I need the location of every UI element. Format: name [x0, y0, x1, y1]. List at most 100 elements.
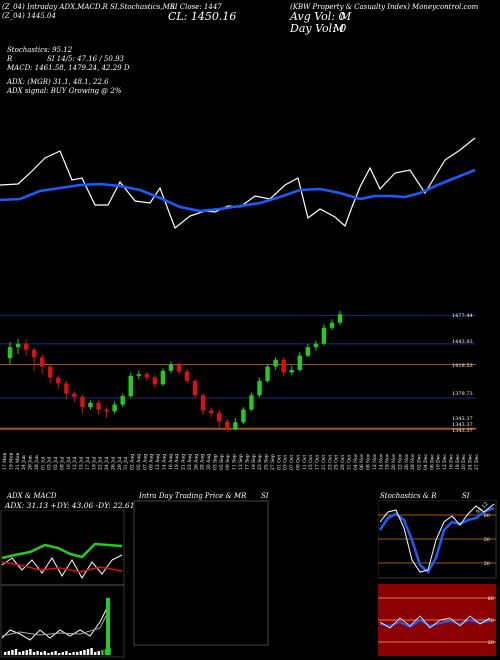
adx-panel-border: [0, 510, 125, 658]
date-label: 23 Sep: [257, 454, 263, 470]
macd-histogram-bar: [90, 648, 93, 655]
macd-histogram-bar: [14, 649, 18, 655]
date-label: 02 Aug: [130, 454, 136, 470]
date-label: 20 Dec: [461, 454, 467, 470]
candle-body: [217, 413, 222, 422]
candle-body: [281, 359, 286, 373]
date-label: 01 Oct: [276, 455, 282, 470]
macd-histogram-bar: [11, 650, 14, 655]
date-label: 04 Nov: [353, 453, 359, 470]
date-label: 16 Dec: [448, 454, 454, 470]
header-day-vol-unit: M: [333, 22, 345, 35]
macd-histogram-bar: [40, 652, 43, 655]
header-left-line1: (Z_04) Intraday ADX,MACD,R: [2, 3, 108, 11]
stoch-rsi-panel: 80 50 20 95.12 80 50 20: [378, 500, 497, 656]
candle-body: [104, 409, 109, 412]
intraday-panel-title: Intra Day Trading Price & MR: [139, 492, 247, 500]
ema-line: [0, 168, 476, 213]
candle-body: [184, 371, 190, 381]
price-level-label: 1443.93: [452, 339, 473, 345]
date-label: 17 Mon: [2, 453, 8, 470]
candle-body: [128, 375, 133, 397]
price-level-label: 1419.53: [452, 363, 473, 369]
candle-body: [72, 393, 77, 397]
candle-body: [241, 409, 246, 423]
candle-body: [329, 322, 335, 328]
candle-body: [56, 377, 61, 384]
date-label: 18 Dec: [455, 454, 461, 470]
rsi-level-80: 80: [488, 596, 494, 602]
macd-histogram-bar: [4, 652, 7, 655]
date-label: 03 Jul: [47, 456, 53, 470]
date-label: 31 Oct: [346, 455, 352, 470]
price-level-label: 1343.37: [452, 416, 473, 422]
header-company: (KBW Property & Casualty Index) Moneycon…: [290, 3, 479, 11]
macd-histogram-bar: [36, 651, 39, 655]
date-label: 19 Aug: [174, 454, 180, 470]
intraday-panel: [133, 500, 269, 646]
date-label: 20 Nov: [391, 453, 397, 470]
date-label: 10 Dec: [436, 454, 442, 470]
date-label: 02 Dec: [417, 454, 423, 470]
date-label: 09 Aug: [149, 454, 155, 470]
date-label: 05 Jul: [53, 456, 59, 470]
date-label: 01 Jul: [40, 456, 46, 470]
candle-body: [39, 357, 45, 367]
candle-body: [168, 364, 174, 371]
date-label: 25 Oct: [334, 455, 340, 470]
date-label: 15 Jul: [79, 456, 85, 470]
date-label: 30 Aug: [206, 454, 212, 470]
candle-body: [136, 374, 141, 376]
macd-histogram-bar: [94, 652, 97, 655]
date-label: 21 Mon: [15, 453, 21, 470]
candle-body: [23, 343, 29, 350]
stoch-level-20: 20: [484, 561, 490, 567]
stochastics-readout: Stochastics: 95.12: [7, 46, 73, 54]
date-label: 28 Jun: [34, 455, 40, 470]
date-label: 24 Jul: [104, 456, 110, 470]
macd-histogram-bar: [101, 650, 104, 655]
date-label: 05 Sep: [219, 454, 225, 470]
date-label: 12 Jul: [72, 456, 78, 470]
candle-body: [31, 349, 37, 358]
stoch-panel-suffix: SI: [462, 492, 470, 500]
price-level-label: 1477.44: [452, 313, 473, 319]
stoch-level-50: 50: [484, 537, 490, 543]
date-label: 24 Jun: [21, 455, 27, 470]
adx-white-line: [1, 554, 123, 579]
macd-histogram-bar: [18, 652, 21, 655]
date-label: 22 Nov: [397, 453, 403, 470]
adx-panel-values: ADX: 31.13 +DY: 43.06 -DY: 22.61: [5, 501, 135, 510]
date-label: 15 Oct: [308, 455, 314, 470]
macd-histogram-bar: [22, 651, 25, 655]
header-avg-vol-unit: M: [340, 10, 352, 23]
rsi-readout: SI 14/5: 47.16 / 50.93: [47, 55, 124, 63]
stoch-white-line: [379, 503, 495, 573]
date-label: 22 Jul: [98, 456, 104, 470]
macd-histogram-bar: [61, 652, 64, 655]
price-level-label: 1379.73: [452, 391, 473, 397]
candle-body: [48, 366, 53, 378]
date-label: 21 Oct: [321, 455, 327, 470]
date-label: 07 Oct: [289, 455, 295, 470]
macd-histogram-bar: [58, 653, 61, 655]
date-label: 09 Oct: [295, 455, 301, 470]
rsi-prefix: R: [7, 55, 13, 63]
date-label: 03 Sep: [212, 454, 218, 470]
date-label: 29 Oct: [340, 455, 346, 470]
candle-body: [257, 380, 262, 396]
date-label: 19 Jul: [91, 456, 97, 470]
rsi-level-50: 50: [488, 618, 494, 624]
date-label: 04 Dec: [423, 454, 429, 470]
candle-body: [249, 395, 254, 410]
candle-body: [88, 402, 93, 408]
adx-macd-panel: [0, 510, 125, 658]
header-avg-vol: Avg Vol: 0: [290, 10, 346, 23]
date-label: 26 Jun: [28, 455, 34, 470]
candle-body: [96, 402, 101, 410]
adx-green-line: [1, 542, 123, 560]
date-label: 11 Oct: [302, 455, 308, 470]
date-label: 31 Jul: [123, 456, 129, 470]
date-label: 10 Jul: [66, 456, 72, 470]
candle-body: [112, 404, 117, 412]
